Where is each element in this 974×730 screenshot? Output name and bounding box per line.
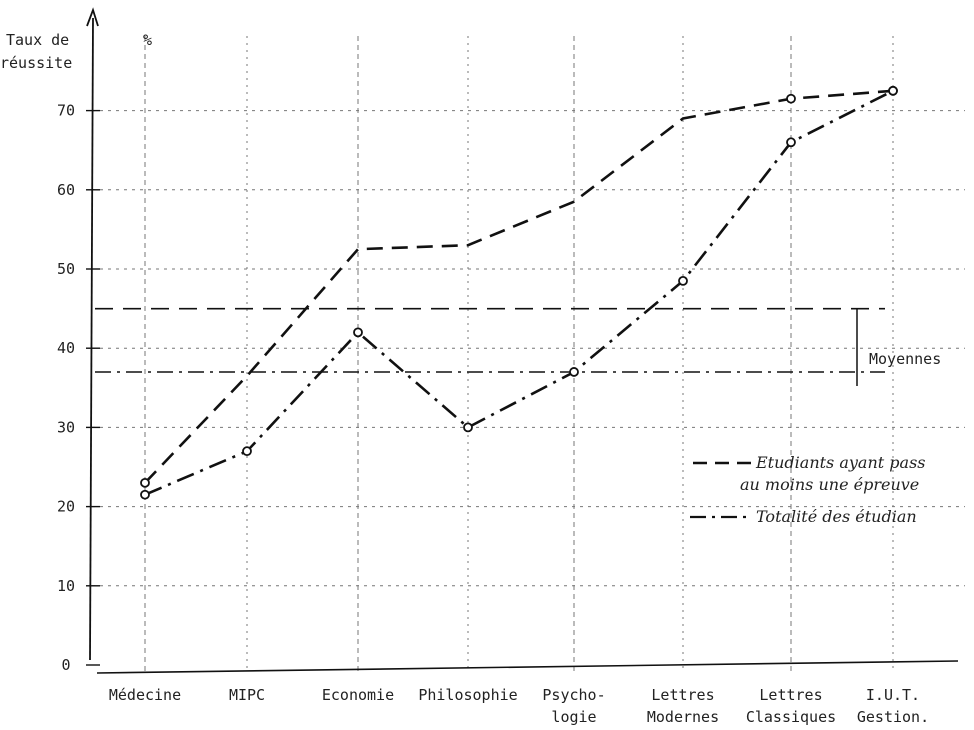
data-point <box>463 422 473 433</box>
legend-series1-line2: au moins une épreuve <box>740 475 919 494</box>
x-category-labels: Médecine MIPC Economie Philosophie Psycho-lo… <box>109 686 929 726</box>
x-tick-label: Lettres <box>759 686 822 704</box>
averages-layer: Moyennes <box>95 307 941 386</box>
y-tick-label: 20 <box>57 498 75 516</box>
grid-layer <box>92 36 965 672</box>
data-point <box>888 85 898 96</box>
data-point <box>786 93 796 104</box>
moyennes-label: Moyennes <box>869 350 941 368</box>
y-tick-label: 70 <box>57 102 75 120</box>
x-tick-label: I.U.T. <box>866 686 920 704</box>
series-layer <box>140 85 898 500</box>
series-line <box>144 89 894 484</box>
x-tick-label: Gestion. <box>857 708 929 726</box>
x-tick-label: Classiques <box>746 708 836 726</box>
axis-layer: Taux de réussite % <box>0 7 959 674</box>
x-tick-label: Médecine <box>109 686 181 704</box>
x-tick-label: logie <box>551 708 596 726</box>
y-ticks: 0 10 20 30 40 50 60 70 <box>57 102 100 674</box>
data-point <box>353 327 363 338</box>
y-tick-label: 40 <box>57 339 75 357</box>
data-point <box>569 367 579 377</box>
legend-series2-line1: Totalité des étudian <box>756 507 917 526</box>
x-axis <box>96 660 959 674</box>
y-axis-unit: % <box>143 31 152 49</box>
data-point <box>140 489 150 500</box>
data-point <box>242 446 252 457</box>
y-axis-label-line2: réussite <box>0 54 72 72</box>
y-axis-arrow-icon <box>86 7 99 27</box>
x-tick-label: MIPC <box>229 686 265 704</box>
y-tick-label: 60 <box>57 181 75 199</box>
x-tick-label: Lettres <box>651 686 714 704</box>
y-tick-label: 50 <box>57 260 75 278</box>
y-tick-label: 10 <box>57 577 75 595</box>
legend-series1-line1: Etudiants ayant pass <box>755 453 925 472</box>
x-tick-label: Economie <box>322 686 394 704</box>
y-axis-label-line1: Taux de <box>6 31 69 49</box>
y-axis <box>89 17 94 661</box>
series-line <box>144 89 894 496</box>
legend: Etudiants ayant pass au moins une épreuv… <box>690 453 925 526</box>
data-point <box>678 275 688 286</box>
data-point <box>786 137 796 148</box>
x-tick-label: Philosophie <box>418 686 517 704</box>
x-tick-label: Psycho- <box>542 686 605 704</box>
y-tick-label: 30 <box>57 418 75 436</box>
x-tick-label: Modernes <box>647 708 719 726</box>
data-point <box>140 477 150 488</box>
y-tick-label: 0 <box>61 656 70 674</box>
